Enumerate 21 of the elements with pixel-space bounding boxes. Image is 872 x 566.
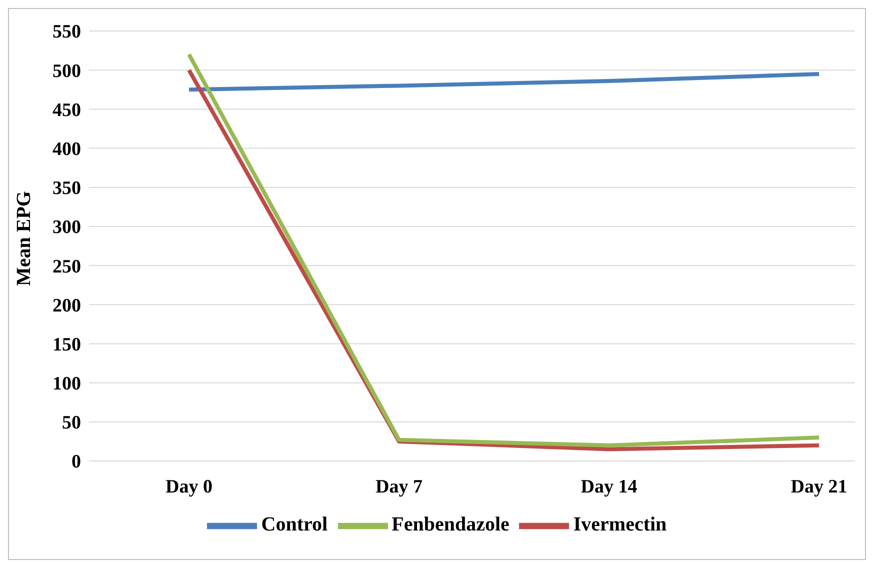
line-series	[187, 72, 821, 92]
x-tick-label: Day 21	[790, 476, 848, 498]
y-tick-label: 350	[52, 178, 81, 200]
y-axis-title: Mean EPG	[13, 190, 36, 286]
x-tick-label: Day 7	[376, 476, 423, 498]
y-tick-label: 550	[52, 22, 81, 43]
y-tick-label: 100	[52, 374, 81, 395]
y-tick-label: 200	[52, 295, 81, 316]
x-tick-label: Day 14	[580, 476, 638, 498]
y-tick-label: 150	[52, 334, 81, 356]
y-tick-label: 250	[52, 256, 81, 278]
y-tick-label: 50	[62, 412, 81, 434]
legend-label: Ivermectin	[573, 514, 667, 536]
legend-label: Control	[261, 514, 328, 536]
y-tick-label: 300	[52, 217, 81, 238]
legend-label: Fenbendazole	[392, 514, 510, 536]
y-tick-label: 400	[52, 139, 81, 160]
y-tick-label: 500	[52, 60, 81, 82]
y-tick-label: 450	[52, 100, 81, 121]
x-tick-label: Day 0	[166, 476, 212, 498]
y-tick-label: 0	[72, 452, 81, 473]
